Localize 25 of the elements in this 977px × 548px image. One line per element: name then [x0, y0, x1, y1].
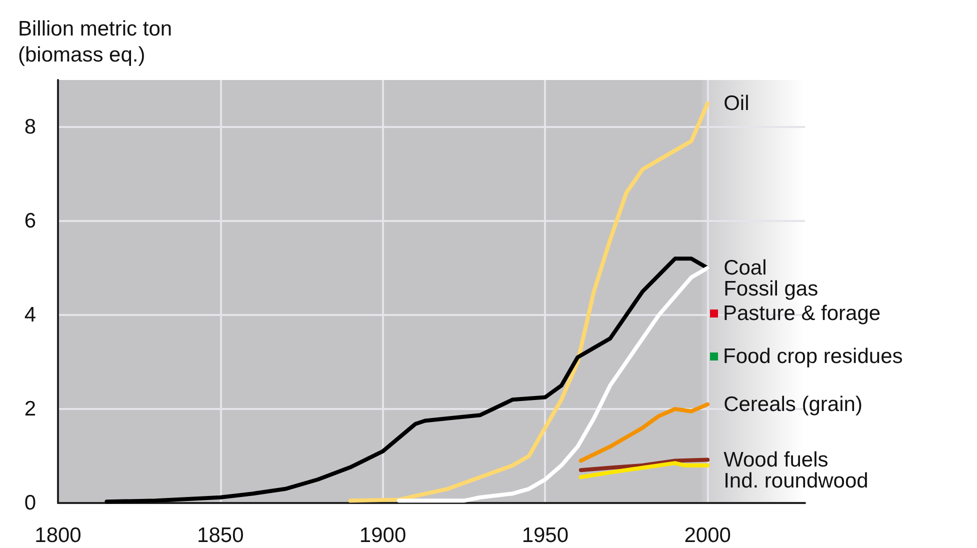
line-series — [348, 102, 710, 503]
y-tick-label: 6 — [24, 210, 36, 232]
x-tick-label: 1900 — [359, 524, 406, 547]
x-tick-label: 2000 — [684, 524, 731, 547]
line-series — [578, 458, 710, 472]
x-tick-label: 1850 — [197, 524, 244, 547]
line-series — [578, 402, 710, 463]
series-label: Ind. roundwood — [724, 469, 868, 492]
y-tick-label: 0 — [24, 492, 36, 514]
series-label: Cereals (grain) — [724, 392, 862, 416]
y-tick-label: 4 — [24, 304, 36, 326]
y-axis-title: Billion metric ton (biomass eq.) — [18, 18, 172, 66]
legend-label: Pasture & forage — [723, 302, 881, 325]
y-tick-label: 8 — [24, 116, 36, 138]
line-series — [397, 266, 710, 503]
series-label: Oil — [724, 92, 750, 115]
series-label: Coal — [724, 256, 767, 280]
x-tick-label: 1800 — [34, 524, 82, 547]
x-tick-label: 1950 — [522, 524, 569, 547]
line-series — [578, 461, 710, 480]
y-tick-label: 2 — [24, 398, 36, 420]
series-label: Fossil gas — [724, 278, 818, 300]
legend-label: Food crop residues — [723, 345, 903, 368]
series-label: Wood fuels — [724, 448, 828, 472]
line-series — [104, 256, 710, 504]
